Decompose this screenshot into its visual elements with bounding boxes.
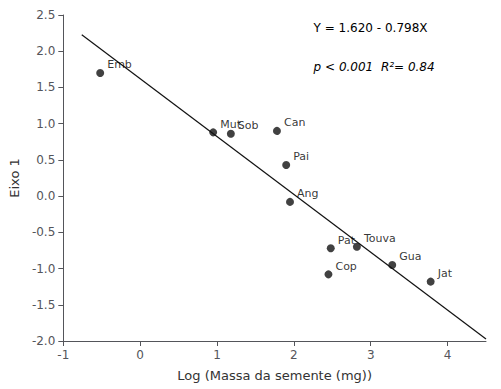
svg-text:-0.5: -0.5: [32, 225, 55, 239]
svg-text:2.0: 2.0: [36, 44, 55, 58]
svg-text:0.5: 0.5: [36, 153, 55, 167]
svg-text:Pai: Pai: [293, 150, 309, 163]
svg-text:Gua: Gua: [399, 250, 421, 263]
svg-text:-2.0: -2.0: [32, 334, 55, 348]
svg-text:4: 4: [444, 348, 452, 362]
svg-text:1.0: 1.0: [36, 117, 55, 131]
svg-text:Touva: Touva: [363, 232, 396, 245]
svg-text:Pat: Pat: [338, 234, 356, 247]
svg-text:-1: -1: [57, 348, 69, 362]
svg-text:p < 0.001 R²= 0.84: p < 0.001 R²= 0.84: [313, 60, 435, 74]
svg-text:2.5: 2.5: [36, 8, 55, 22]
svg-text:-1.0: -1.0: [32, 262, 55, 276]
svg-text:3: 3: [367, 348, 375, 362]
svg-text:Mut: Mut: [220, 117, 241, 131]
svg-text:Emb: Emb: [107, 58, 132, 71]
svg-text:1: 1: [213, 348, 221, 362]
svg-text:Cop: Cop: [335, 260, 356, 273]
svg-text:Can: Can: [284, 116, 305, 129]
svg-text:Ang: Ang: [297, 187, 318, 200]
svg-text:0: 0: [136, 348, 144, 362]
svg-text:Y = 1.620 - 0.798X: Y = 1.620 - 0.798X: [313, 21, 428, 35]
svg-text:Eixo 1: Eixo 1: [7, 158, 22, 197]
svg-text:Log (Massa da semente (mg)): Log (Massa da semente (mg)): [177, 368, 372, 383]
svg-text:0.0: 0.0: [36, 189, 55, 203]
svg-text:Sob: Sob: [238, 119, 259, 132]
svg-text:1.5: 1.5: [36, 80, 55, 94]
svg-text:2: 2: [290, 348, 298, 362]
svg-text:Jat: Jat: [437, 267, 453, 280]
svg-text:-1.5: -1.5: [32, 298, 55, 312]
